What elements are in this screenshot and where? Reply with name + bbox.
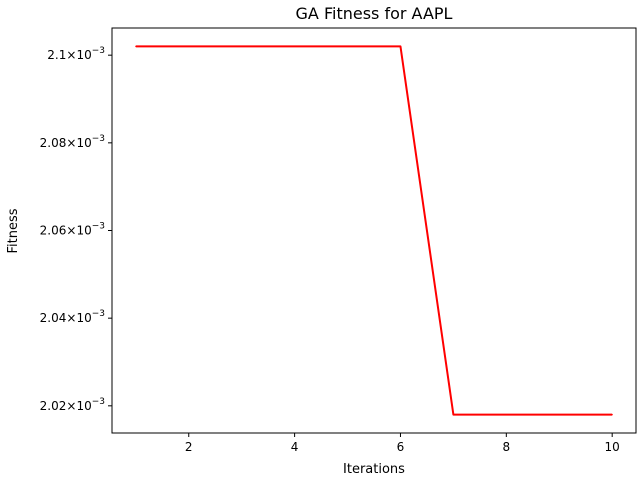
- y-tick-label: 2.1×10−3: [47, 46, 105, 62]
- x-tick-label: 10: [605, 440, 620, 454]
- data-point: [558, 413, 560, 416]
- y-tick-base: 10: [76, 399, 91, 413]
- x-tick-label: 8: [503, 440, 511, 454]
- x-tick-label: 6: [397, 440, 405, 454]
- y-tick-mantissa: 2.02: [40, 399, 67, 413]
- y-tick-base: 10: [76, 224, 91, 238]
- ticks-layer: 2 4 6 8 102.02×10−32.04×10−32.06×10−32.08×10…: [40, 46, 620, 454]
- y-tick-times: ×: [66, 311, 76, 325]
- data-point: [452, 413, 454, 416]
- y-tick-label: 2.08×10−3: [40, 134, 105, 150]
- y-tick-times: ×: [66, 399, 76, 413]
- data-point: [505, 413, 507, 416]
- series-layer: [135, 45, 613, 416]
- series-line-0: [135, 45, 613, 416]
- data-point: [241, 45, 243, 48]
- y-tick-exponent: −3: [92, 309, 105, 319]
- y-tick-exponent: −3: [92, 222, 105, 232]
- x-tick-label: 2: [185, 440, 193, 454]
- chart-title: GA Fitness for AAPL: [296, 4, 453, 23]
- y-tick-base: 10: [76, 136, 91, 150]
- y-tick-mantissa: 2.06: [40, 224, 67, 238]
- y-tick-label: 2.04×10−3: [40, 309, 105, 325]
- y-tick-mantissa: 2.08: [40, 136, 67, 150]
- data-point: [611, 413, 613, 416]
- y-tick-exponent: −3: [92, 46, 105, 56]
- y-tick-exponent: −3: [92, 134, 105, 144]
- y-tick-times: ×: [66, 48, 76, 62]
- x-axis-label: Iterations: [343, 462, 405, 477]
- data-point: [399, 45, 402, 48]
- y-axis-label: Fitness: [6, 208, 21, 253]
- y-tick-label: 2.02×10−3: [40, 397, 105, 413]
- data-point: [135, 45, 137, 48]
- y-tick-mantissa: 2.1: [47, 48, 66, 62]
- y-tick-exponent: −3: [92, 397, 105, 407]
- y-tick-base: 10: [76, 311, 91, 325]
- y-tick-mantissa: 2.04: [40, 311, 67, 325]
- y-tick-times: ×: [66, 224, 76, 238]
- plot-frame: [111, 27, 637, 434]
- x-tick-label: 4: [291, 440, 299, 454]
- y-tick-base: 10: [76, 48, 91, 62]
- y-tick-label: 2.06×10−3: [40, 222, 105, 238]
- data-point: [294, 45, 296, 48]
- data-point: [188, 45, 190, 48]
- y-tick-times: ×: [66, 136, 76, 150]
- data-point: [346, 45, 349, 48]
